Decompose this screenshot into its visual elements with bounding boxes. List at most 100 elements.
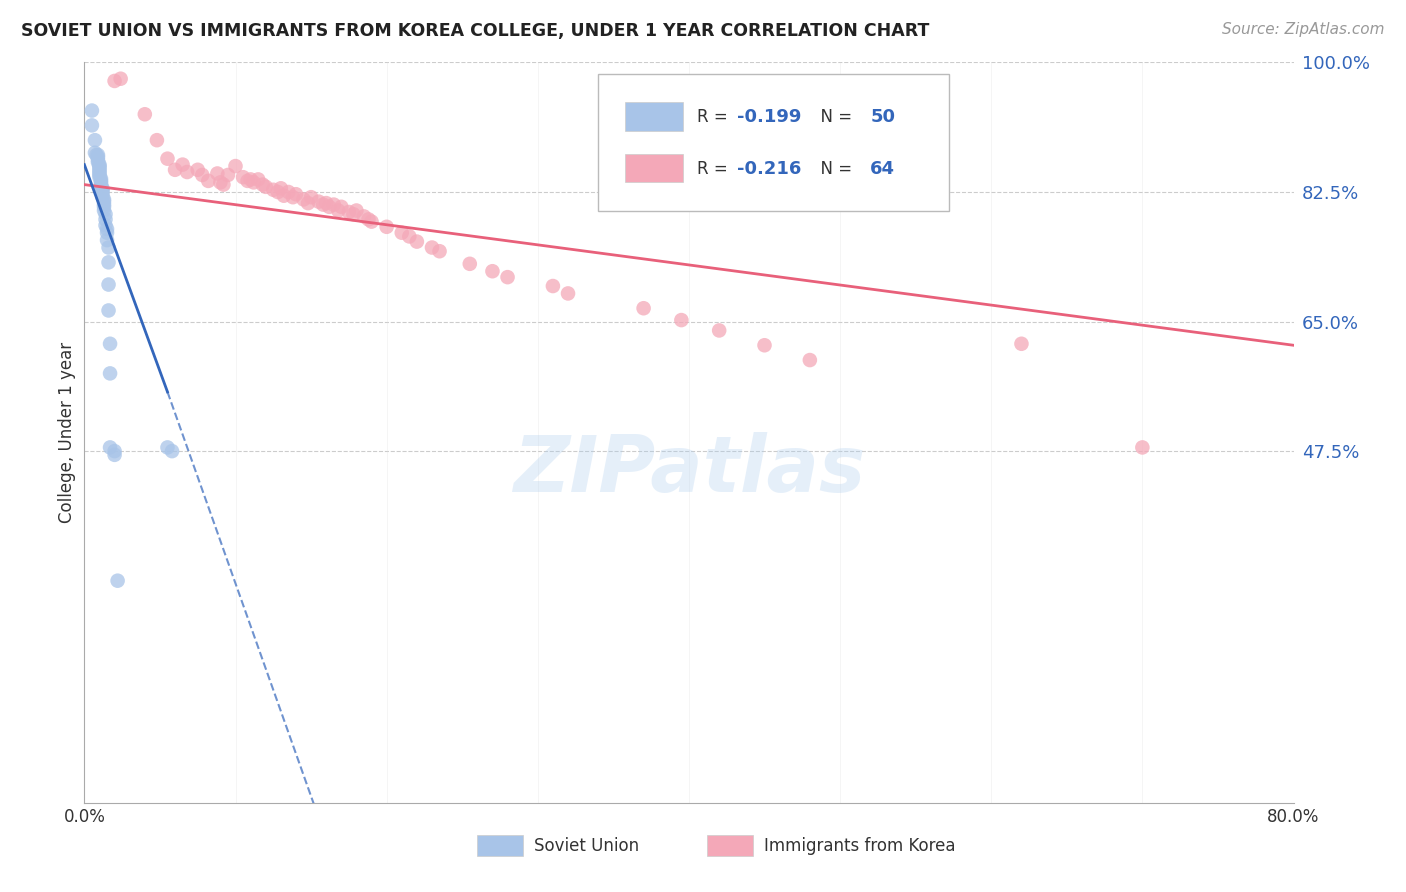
Point xyxy=(94,212,117,227)
Text: ZIPatlas: ZIPatlas xyxy=(513,432,865,508)
Point xyxy=(292,193,315,207)
Point xyxy=(709,323,731,337)
Point xyxy=(207,166,229,180)
Point xyxy=(89,159,111,173)
Point xyxy=(212,178,235,192)
Point xyxy=(328,203,350,218)
FancyBboxPatch shape xyxy=(478,836,523,856)
Point xyxy=(308,194,330,209)
Point xyxy=(87,155,110,169)
Text: Soviet Union: Soviet Union xyxy=(534,837,640,855)
Point xyxy=(90,179,112,194)
Point xyxy=(97,255,120,269)
Point xyxy=(98,336,121,351)
Text: N =: N = xyxy=(810,108,858,127)
Point xyxy=(91,190,114,204)
Point xyxy=(391,226,413,240)
Point xyxy=(799,353,821,368)
Point xyxy=(96,222,118,236)
Text: 50: 50 xyxy=(870,108,896,127)
Point xyxy=(104,448,127,462)
Point xyxy=(242,175,264,189)
Point xyxy=(633,301,655,316)
Point xyxy=(267,185,290,199)
Point xyxy=(91,185,114,199)
Point xyxy=(337,205,360,219)
Point xyxy=(671,313,693,327)
Point xyxy=(406,235,429,249)
Point xyxy=(93,203,115,218)
Point xyxy=(84,145,107,160)
Point xyxy=(318,200,340,214)
Point xyxy=(346,203,368,218)
Point xyxy=(90,171,112,186)
Point xyxy=(481,264,503,278)
Point xyxy=(97,277,120,292)
Point xyxy=(217,168,239,182)
FancyBboxPatch shape xyxy=(624,154,683,182)
Point xyxy=(98,441,121,455)
Point xyxy=(87,153,110,168)
Point xyxy=(458,257,481,271)
Point xyxy=(270,181,292,195)
FancyBboxPatch shape xyxy=(707,836,754,856)
Text: Source: ZipAtlas.com: Source: ZipAtlas.com xyxy=(1222,22,1385,37)
Point xyxy=(262,183,284,197)
Point xyxy=(252,178,274,192)
Point xyxy=(312,197,335,211)
Point xyxy=(360,214,382,228)
Point xyxy=(375,219,398,234)
Text: N =: N = xyxy=(810,160,858,178)
Point xyxy=(89,158,111,172)
Point xyxy=(110,71,132,86)
Point xyxy=(160,444,183,458)
Point xyxy=(357,212,380,227)
Point xyxy=(429,244,451,259)
Text: R =: R = xyxy=(697,108,734,127)
Point xyxy=(297,196,319,211)
Point xyxy=(89,161,111,175)
Point xyxy=(93,193,115,207)
Point xyxy=(104,444,127,458)
Point xyxy=(86,148,108,162)
Point xyxy=(89,168,111,182)
Point xyxy=(87,150,110,164)
Point xyxy=(496,270,519,285)
Point xyxy=(209,175,232,189)
Point xyxy=(94,207,117,221)
Point xyxy=(330,200,353,214)
Point xyxy=(89,170,111,185)
Point xyxy=(93,197,115,211)
Point xyxy=(104,74,127,88)
Point xyxy=(232,170,254,185)
Point xyxy=(90,174,112,188)
Point xyxy=(80,119,103,133)
Point xyxy=(299,190,322,204)
Point xyxy=(197,174,219,188)
Point xyxy=(342,207,364,221)
Point xyxy=(172,158,194,172)
Point xyxy=(353,210,375,224)
Point xyxy=(87,148,110,162)
Point xyxy=(281,190,304,204)
Point xyxy=(90,178,112,192)
Point xyxy=(322,197,344,211)
Point xyxy=(97,240,120,255)
Point xyxy=(94,219,117,233)
Point xyxy=(91,187,114,202)
Point xyxy=(89,162,111,177)
Point xyxy=(187,162,209,177)
Point xyxy=(398,229,420,244)
Point xyxy=(191,168,214,182)
FancyBboxPatch shape xyxy=(599,73,949,211)
Point xyxy=(96,226,118,240)
Point xyxy=(91,181,114,195)
Point xyxy=(89,164,111,178)
Point xyxy=(134,107,156,121)
Text: 64: 64 xyxy=(870,160,896,178)
Point xyxy=(93,194,115,209)
Text: R =: R = xyxy=(697,160,734,178)
Point xyxy=(277,185,299,199)
Point xyxy=(80,103,103,118)
Point xyxy=(273,188,295,202)
